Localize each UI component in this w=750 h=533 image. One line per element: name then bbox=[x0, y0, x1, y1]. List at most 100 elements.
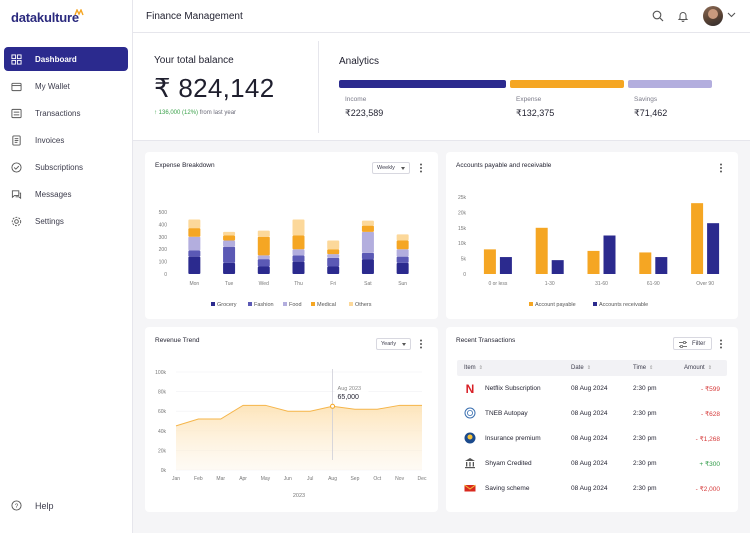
legend-swatch bbox=[248, 302, 252, 306]
expense-chart: 0 100 200 300 400 500 Mon Tue Wed Thu Fri Sat Sun Gro… bbox=[159, 210, 409, 308]
balance-change-suffix: from last year bbox=[199, 110, 237, 116]
check-circle-icon bbox=[11, 161, 22, 173]
brand-logo[interactable]: datakulture bbox=[11, 10, 79, 25]
column-header[interactable]: Date ⇕ bbox=[571, 365, 591, 371]
bar bbox=[655, 257, 668, 274]
sidebar-item-invoices[interactable]: Invoices bbox=[4, 128, 128, 152]
legend-label: Account payable bbox=[535, 302, 576, 308]
bar-segment bbox=[257, 230, 270, 237]
revenue-trend-card: Revenue Trend Yearly 0k 20k 40k 60k 80k 100k J… bbox=[145, 327, 438, 512]
legend-label: Others bbox=[355, 302, 372, 308]
more-menu-icon[interactable] bbox=[719, 163, 723, 173]
period-select[interactable]: Yearly bbox=[376, 338, 412, 350]
transaction-date: 08 Aug 2024 bbox=[571, 435, 608, 442]
bar bbox=[499, 257, 512, 274]
y-tick-label: 100 bbox=[159, 260, 168, 266]
bar-segment bbox=[292, 249, 305, 256]
more-menu-icon[interactable] bbox=[719, 339, 723, 349]
x-tick-label: Fri bbox=[330, 281, 336, 287]
analytics-label: Expense bbox=[516, 96, 542, 103]
table-row[interactable]: Insurance premium 08 Aug 2024 2:30 pm - ₹1,… bbox=[457, 427, 727, 452]
sidebar-item-transactions[interactable]: Transactions bbox=[4, 101, 128, 125]
legend-swatch bbox=[593, 302, 597, 306]
bar-segment bbox=[223, 231, 236, 236]
help-label: Help bbox=[35, 500, 54, 511]
column-header[interactable]: Amount ⇕ bbox=[684, 365, 712, 371]
bar-segment bbox=[361, 259, 374, 274]
bar-segment bbox=[361, 231, 374, 253]
bar bbox=[691, 203, 704, 274]
legend-swatch bbox=[283, 302, 287, 306]
table-row[interactable]: Saving scheme 08 Aug 2024 2:30 pm - ₹2,000 bbox=[457, 477, 727, 502]
sidebar-item-label: Dashboard bbox=[35, 54, 77, 64]
bar-segment bbox=[361, 252, 374, 260]
bar-segment bbox=[327, 240, 340, 250]
bar-segment bbox=[327, 254, 340, 258]
bar-segment bbox=[396, 240, 409, 250]
x-tick-label: 0 or less bbox=[488, 281, 507, 287]
bar-segment bbox=[188, 236, 201, 251]
bar-segment bbox=[223, 262, 236, 274]
x-tick-label: Jan bbox=[172, 476, 180, 482]
avatar[interactable] bbox=[703, 6, 723, 26]
analytics-bar-income bbox=[339, 80, 506, 88]
bar-segment bbox=[188, 256, 201, 274]
analytics-value: ₹223,589 bbox=[345, 108, 384, 118]
sidebar-item-messages[interactable]: Messages bbox=[4, 182, 128, 206]
x-tick-label: Nov bbox=[395, 476, 404, 482]
tooltip-box bbox=[334, 382, 369, 402]
bar bbox=[603, 235, 616, 274]
invoice-icon bbox=[12, 134, 21, 146]
sidebar-item-settings[interactable]: Settings bbox=[4, 209, 128, 233]
more-menu-icon[interactable] bbox=[419, 163, 423, 173]
bar-segment bbox=[188, 250, 201, 257]
sidebar-item-my-wallet[interactable]: My Wallet bbox=[4, 74, 128, 98]
bell-icon[interactable] bbox=[677, 10, 689, 22]
transaction-amount: - ₹628 bbox=[701, 411, 720, 418]
tooltip-label: Aug 2023 bbox=[338, 386, 362, 392]
chevron-down-icon[interactable] bbox=[727, 12, 736, 18]
transaction-time: 2:30 pm bbox=[633, 485, 657, 492]
sidebar-item-label: Messages bbox=[35, 189, 72, 199]
bar-segment bbox=[396, 249, 409, 257]
page-title: Finance Management bbox=[146, 11, 243, 22]
bar-segment bbox=[327, 257, 340, 267]
filter-button[interactable]: Filter bbox=[673, 337, 712, 350]
bar-segment bbox=[327, 266, 340, 274]
y-tick-label: 60k bbox=[158, 409, 167, 415]
table-row[interactable]: N Netflix Subscription 08 Aug 2024 2:30 pm -… bbox=[457, 377, 727, 402]
analytics-label: Savings bbox=[634, 96, 658, 103]
transaction-item: Insurance premium bbox=[485, 435, 541, 442]
help-icon: ? bbox=[11, 500, 22, 511]
card-title: Revenue Trend bbox=[155, 337, 200, 344]
bar bbox=[707, 223, 720, 274]
legend-swatch bbox=[211, 302, 215, 306]
search-icon[interactable] bbox=[652, 10, 664, 22]
column-header[interactable]: Time ⇕ bbox=[633, 365, 654, 371]
tooltip-value: 65,000 bbox=[338, 394, 360, 401]
sidebar-item-subscriptions[interactable]: Subscriptions bbox=[4, 155, 128, 179]
transaction-time: 2:30 pm bbox=[633, 460, 657, 467]
payable-chart: 0 5k 10k 15k 20k 25k 0 or less 1-30 31-60 61-90 Ov… bbox=[458, 195, 720, 308]
summary-panel: Your total balance ₹ 824,142 ↑ 136,000 (… bbox=[133, 33, 750, 141]
column-header[interactable]: Item ⇕ bbox=[464, 365, 483, 371]
balance-change-value: ↑ 136,000 (12%) bbox=[154, 110, 199, 116]
bar bbox=[535, 227, 548, 274]
help-link[interactable]: ? Help bbox=[11, 500, 54, 511]
bar-segment bbox=[257, 259, 270, 267]
more-menu-icon[interactable] bbox=[419, 339, 423, 349]
table-row[interactable]: TNEB Autopay 08 Aug 2024 2:30 pm - ₹628 bbox=[457, 402, 727, 427]
balance-value: ₹ 824,142 bbox=[154, 73, 275, 103]
sidebar-item-dashboard[interactable]: Dashboard bbox=[4, 47, 128, 71]
svg-text:?: ? bbox=[15, 503, 19, 510]
transaction-amount: - ₹2,000 bbox=[695, 486, 720, 493]
expense-breakdown-card: Expense Breakdown Weekly 0 100 200 300 400 50… bbox=[145, 152, 438, 319]
x-tick-label: Oct bbox=[373, 476, 381, 482]
x-tick-label: 31-60 bbox=[595, 281, 608, 287]
bar-segment bbox=[292, 219, 305, 236]
transaction-item: TNEB Autopay bbox=[485, 410, 528, 417]
legend-label: Medical bbox=[317, 302, 336, 308]
period-select[interactable]: Weekly bbox=[372, 162, 410, 174]
table-row[interactable]: Shyam Credited 08 Aug 2024 2:30 pm + ₹300 bbox=[457, 452, 727, 477]
transaction-item: Saving scheme bbox=[485, 485, 530, 492]
